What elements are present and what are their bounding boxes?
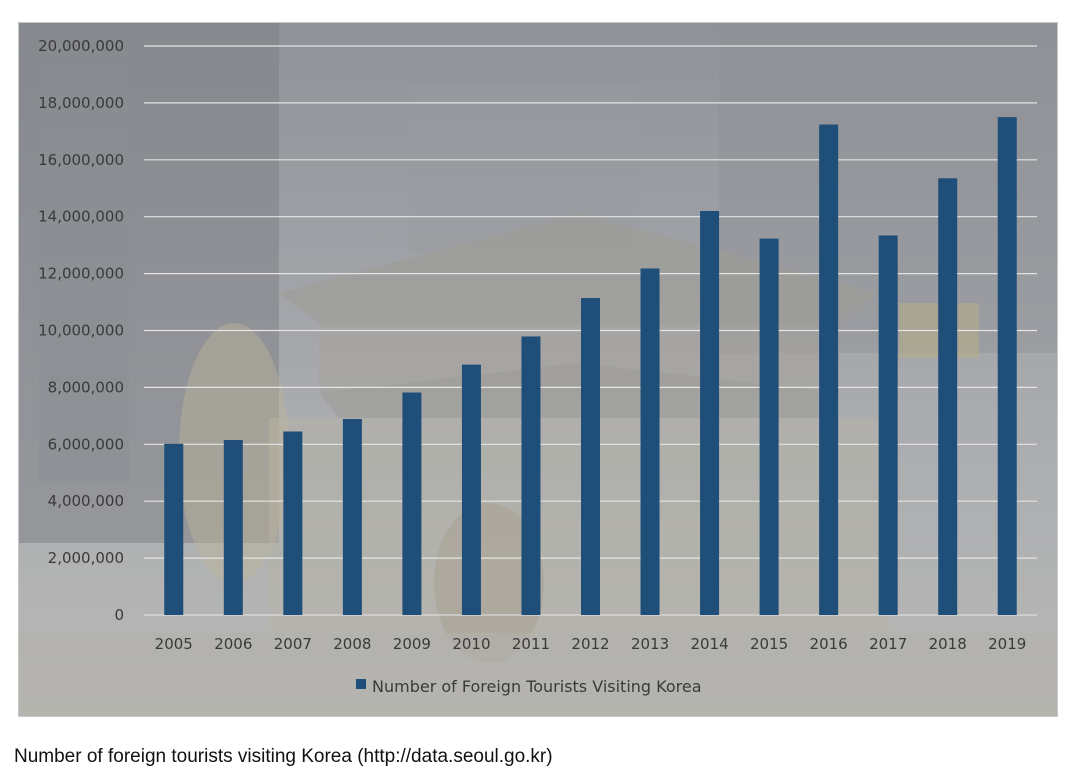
bar-2019 (997, 117, 1017, 615)
bar-2007 (283, 431, 303, 615)
bar-2015 (759, 238, 779, 615)
y-tick-label: 6,000,000 (48, 435, 124, 453)
x-tick-label: 2006 (214, 635, 252, 653)
bar-2011 (521, 336, 541, 615)
bar-2009 (402, 392, 422, 615)
y-tick-label: 12,000,000 (38, 265, 124, 283)
x-tick-label: 2009 (393, 635, 431, 653)
x-tick-label: 2005 (155, 635, 193, 653)
x-tick-label: 2012 (571, 635, 609, 653)
legend-label: Number of Foreign Tourists Visiting Kore… (372, 677, 702, 696)
y-tick-label: 14,000,000 (38, 208, 124, 226)
y-tick-label: 20,000,000 (38, 37, 124, 55)
x-tick-label: 2015 (750, 635, 788, 653)
bar-2010 (461, 364, 481, 615)
bar-2014 (700, 211, 720, 615)
y-tick-label: 16,000,000 (38, 151, 124, 169)
bar-2005 (164, 443, 184, 615)
bar-2016 (819, 124, 839, 615)
y-tick-label: 8,000,000 (48, 378, 124, 396)
x-tick-label: 2013 (631, 635, 669, 653)
y-tick-label: 10,000,000 (38, 322, 124, 340)
x-tick-label: 2008 (333, 635, 371, 653)
x-tick-label: 2017 (869, 635, 907, 653)
y-tick-label: 0 (114, 606, 124, 624)
bar-2013 (640, 268, 660, 615)
bar-2008 (342, 418, 362, 615)
y-tick-label: 18,000,000 (38, 94, 124, 112)
x-tick-label: 2016 (810, 635, 848, 653)
bar-2018 (938, 178, 958, 616)
x-tick-label: 2010 (452, 635, 490, 653)
y-axis: 0 2,000,000 4,000,000 6,000,000 8,000,000 10,… (38, 37, 124, 624)
y-tick-label: 2,000,000 (48, 549, 124, 567)
x-tick-label: 2014 (690, 635, 728, 653)
bar-series (164, 117, 1017, 616)
chart-frame: 0 2,000,000 4,000,000 6,000,000 8,000,000 10,… (18, 22, 1058, 717)
bar-2017 (878, 235, 898, 616)
bar-2006 (223, 440, 243, 615)
x-axis: 2005 2006 2007 2008 2009 2010 2011 2012 2013 2014… (155, 635, 1027, 653)
legend: Number of Foreign Tourists Visiting Kore… (356, 677, 702, 696)
x-tick-label: 2007 (274, 635, 312, 653)
x-tick-label: 2018 (929, 635, 967, 653)
figure-caption: Number of foreign tourists visiting Kore… (14, 746, 553, 767)
x-tick-label: 2019 (988, 635, 1026, 653)
y-tick-label: 4,000,000 (48, 492, 124, 510)
legend-swatch (356, 679, 366, 689)
bar-2012 (581, 298, 600, 615)
x-tick-label: 2011 (512, 635, 550, 653)
bar-chart: 0 2,000,000 4,000,000 6,000,000 8,000,000 10,… (19, 23, 1057, 716)
